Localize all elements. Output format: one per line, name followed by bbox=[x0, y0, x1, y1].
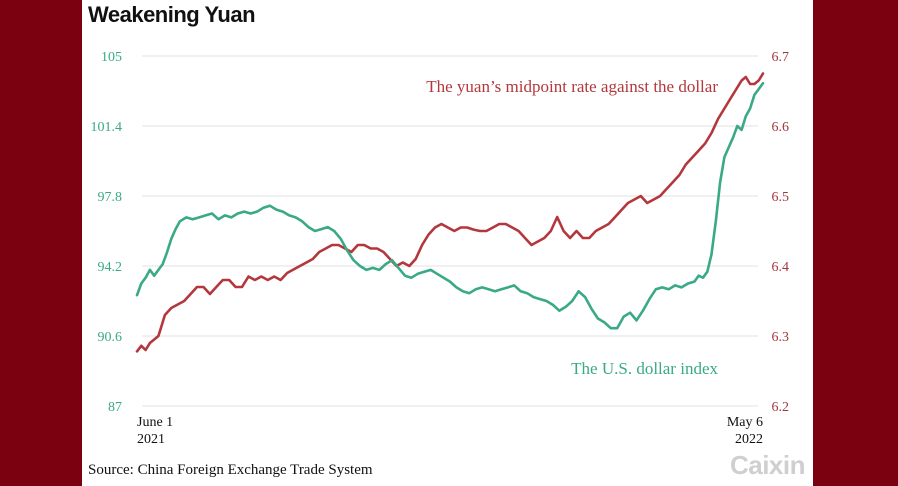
y-right-tick-label: 6.6 bbox=[772, 120, 790, 135]
yuan-series-label: The yuan’s midpoint rate against the dol… bbox=[426, 77, 718, 96]
y-right-tick-label: 6.7 bbox=[772, 50, 790, 65]
source-note: Source: China Foreign Exchange Trade Sys… bbox=[88, 462, 373, 478]
x-tick-label: June 1 bbox=[137, 415, 173, 430]
y-right-tick-label: 6.5 bbox=[772, 190, 790, 205]
y-left-tick-label: 105 bbox=[101, 50, 122, 65]
usd-series-label: The U.S. dollar index bbox=[571, 359, 718, 378]
y-right-tick-label: 6.4 bbox=[772, 260, 790, 275]
x-tick-label: May 6 bbox=[727, 415, 763, 430]
axis-ticks: 105 101.4 97.8 94.2 90.6 87 6.7 6.6 6.5 6.4 6.3 6.2… bbox=[91, 50, 790, 447]
series-lines bbox=[135, 72, 765, 353]
y-right-tick-label: 6.3 bbox=[772, 330, 790, 345]
chart-title: Weakening Yuan bbox=[88, 2, 256, 27]
y-right-tick-label: 6.2 bbox=[772, 400, 790, 415]
caixin-logo: Caixin bbox=[729, 450, 806, 480]
chart-card: Weakening Yuan 105 101.4 97.8 94.2 90.6 87 6.7… bbox=[82, 0, 813, 486]
y-left-tick-label: 101.4 bbox=[91, 120, 123, 135]
y-left-tick-label: 87 bbox=[108, 400, 122, 415]
y-left-tick-label: 97.8 bbox=[98, 190, 123, 205]
usd-index-line bbox=[135, 81, 765, 330]
y-left-tick-label: 90.6 bbox=[98, 330, 123, 345]
x-tick-year-label: 2022 bbox=[735, 432, 763, 447]
yuan-midpoint-line bbox=[135, 72, 765, 353]
y-left-tick-label: 94.2 bbox=[98, 260, 123, 275]
line-chart: 105 101.4 97.8 94.2 90.6 87 6.7 6.6 6.5 6.4 6.3 6.2… bbox=[91, 50, 790, 447]
x-tick-year-label: 2021 bbox=[137, 432, 165, 447]
grid-lines bbox=[142, 55, 758, 407]
series-labels: The yuan’s midpoint rate against the dol… bbox=[426, 77, 718, 378]
